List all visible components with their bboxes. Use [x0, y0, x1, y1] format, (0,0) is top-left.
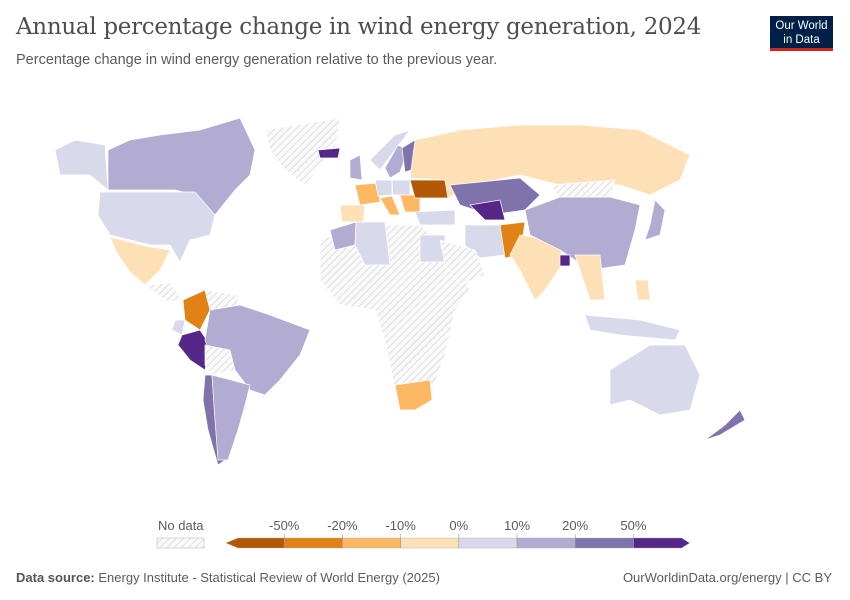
- country-philippines[interactable]: [634, 279, 651, 301]
- country-mexico[interactable]: [109, 236, 171, 286]
- country-united-kingdom[interactable]: [349, 154, 363, 181]
- country-greenland[interactable]: [264, 117, 341, 186]
- legend-bin-5[interactable]: [516, 537, 576, 549]
- country-bangladesh[interactable]: [559, 254, 571, 267]
- legend-bin-2[interactable]: [342, 537, 401, 549]
- country-bolivia[interactable]: [204, 344, 236, 376]
- logo-line-2: in Data: [783, 34, 820, 46]
- country-south-africa[interactable]: [394, 379, 433, 411]
- country-norway[interactable]: [369, 129, 411, 171]
- chart-title: Annual percentage change in wind energy …: [16, 14, 702, 40]
- country-turkey[interactable]: [414, 209, 456, 226]
- country-australia[interactable]: [609, 344, 701, 416]
- country-mongolia[interactable]: [549, 179, 616, 198]
- country-canada[interactable]: [107, 117, 256, 216]
- country-colombia[interactable]: [182, 289, 211, 331]
- country-united-states[interactable]: [97, 191, 216, 263]
- legend-bin-0[interactable]: [225, 537, 285, 549]
- legend-tick-label: -50%: [269, 518, 300, 533]
- country-russia[interactable]: [409, 124, 691, 199]
- source-link[interactable]: OurWorldinData.org/energy | CC BY: [622, 570, 832, 585]
- world-map: [54, 117, 746, 466]
- legend-tick-label: -20%: [327, 518, 358, 533]
- legend: No data -50% -20% -10% 0% 10% 20% 50%: [156, 518, 690, 549]
- legend-bin-6[interactable]: [575, 537, 634, 549]
- legend-no-data-swatch: [156, 537, 205, 549]
- legend-bin-4[interactable]: [458, 537, 518, 549]
- source-label: Data source:: [16, 570, 95, 585]
- country-thailand-vietnam[interactable]: [574, 254, 606, 301]
- country-italy[interactable]: [379, 195, 401, 216]
- owid-logo[interactable]: Our World in Data: [770, 16, 833, 51]
- country-new-zealand[interactable]: [704, 409, 746, 441]
- chart-subtitle: Percentage change in wind energy generat…: [16, 52, 498, 68]
- data-source: Data source: Energy Institute - Statisti…: [16, 570, 440, 585]
- country-iceland[interactable]: [317, 147, 341, 159]
- logo-line-1: Our World: [775, 20, 828, 32]
- legend-bin-7[interactable]: [633, 537, 690, 549]
- country-central-america[interactable]: [144, 282, 183, 303]
- legend-tick-label: -10%: [385, 518, 416, 533]
- legend-bin-1[interactable]: [284, 537, 343, 549]
- country-france[interactable]: [354, 182, 381, 206]
- country-algeria[interactable]: [354, 221, 391, 266]
- country-argentina[interactable]: [211, 374, 251, 461]
- legend-tick-label: 20%: [562, 518, 588, 533]
- country-saudi-arabia[interactable]: [439, 239, 486, 286]
- source-text: Energy Institute - Statistical Review of…: [98, 570, 440, 585]
- country-uzbekistan[interactable]: [469, 199, 506, 221]
- country-indonesia[interactable]: [584, 314, 681, 341]
- country-alaska-us-[interactable]: [54, 139, 109, 191]
- legend-tick-label: 0%: [449, 518, 468, 533]
- country-japan[interactable]: [644, 199, 666, 241]
- country-spain[interactable]: [339, 204, 366, 223]
- legend-bin-3[interactable]: [400, 537, 460, 549]
- legend-tick-label: 10%: [504, 518, 530, 533]
- legend-no-data-label: No data: [158, 518, 204, 533]
- country-germany[interactable]: [374, 179, 393, 197]
- country-peru[interactable]: [177, 329, 211, 371]
- legend-tick-label: 50%: [620, 518, 646, 533]
